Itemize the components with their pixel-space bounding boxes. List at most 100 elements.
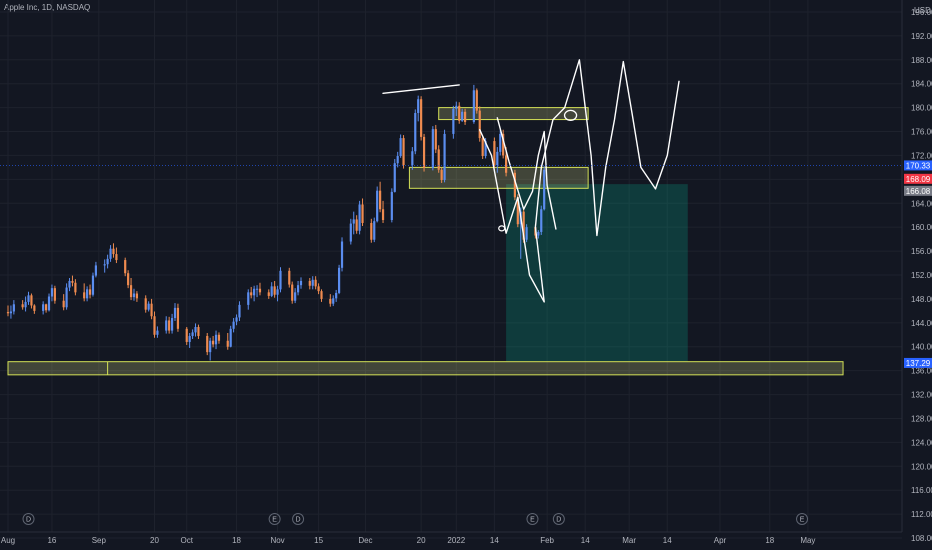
event-label: E [530,517,535,524]
candle-body [337,267,341,293]
candle-body [250,292,253,296]
candle-body [434,129,437,150]
candle-body [197,327,200,336]
position-box-layer [506,184,688,362]
candle-body [414,112,417,152]
event-marker[interactable] [526,513,539,525]
candle-body [502,133,505,156]
candle-body [12,304,15,312]
candle-body [109,248,112,259]
candle-body [170,318,174,331]
candles-layer [6,84,546,361]
event-marker[interactable] [552,513,565,525]
candle-body [124,260,127,274]
price-axis-background [902,0,932,550]
candle-body [150,303,153,317]
candle-body [461,111,464,121]
x-tick-label: 15 [314,536,323,545]
candle-body [156,330,159,335]
candle-body [71,280,74,283]
candle-body [47,296,51,311]
candle-body [91,275,95,295]
event-marker[interactable] [268,513,281,525]
candle-body [314,279,317,287]
y-tick-label: 124.00 [911,438,932,447]
candle-body [399,138,402,157]
price-tag-bg [904,173,932,184]
price-tag-label: 137.29 [906,359,931,368]
y-tick-label: 128.00 [911,414,932,423]
event-marker[interactable] [292,513,305,525]
candle-body [522,211,525,240]
candle-body [493,141,496,165]
candle-body [355,219,358,231]
candle-body [212,340,215,345]
grid [0,0,902,539]
candle-body [168,320,171,331]
x-tick-label: 18 [232,536,241,545]
x-tick-label: Sep [92,536,107,545]
currency-label: USD [914,6,931,15]
candle-body [53,288,56,301]
x-tick-label: 14 [490,536,499,545]
x-tick-label: Mar [622,536,636,545]
candle-body [440,169,443,180]
candle-body [115,254,118,261]
candle-body [235,317,238,322]
candle-body [270,286,273,296]
candle-body [381,209,385,220]
candle-body [373,221,376,240]
x-tick-label: 14 [663,536,672,545]
candle-body [253,288,256,296]
y-tick-label: 176.00 [911,128,932,137]
y-tick-label: 108.00 [911,534,932,543]
x-tick-label: 20 [150,536,159,545]
candle-body [393,163,396,192]
candle-body [484,141,487,157]
event-marker[interactable] [22,513,35,525]
zone-rect [438,107,589,121]
position-target-box [506,184,688,362]
candle-body [50,288,54,297]
candle-body [132,293,136,298]
time-axis[interactable]: Aug 16 Sep 20 Oct 18 Nov 15 Dec 20 2022 14 Feb 14 Mar 1… [0,531,902,545]
candle-body [74,282,77,293]
candle-body [420,99,423,137]
event-marker[interactable] [796,513,809,525]
x-tick-label: Apr [714,536,727,545]
x-tick-label: 20 [417,536,426,545]
candle-body [176,307,180,329]
candle-body [276,289,279,295]
candle-body [320,291,323,299]
candle-body [452,108,455,134]
candle-body [437,149,440,170]
candle-body [226,340,229,347]
candle-body [478,110,481,139]
candle-body [379,190,382,210]
candle-body [68,280,71,288]
y-tick-label: 188.00 [911,56,932,65]
candle-body [232,321,235,329]
candle-body [165,320,168,331]
candle-body [299,280,303,286]
x-tick-label: Dec [358,536,372,545]
candle-body [329,298,332,304]
zone-rect [408,166,589,189]
candle-body [417,99,420,113]
candle-body [402,138,405,165]
y-tick-label: 132.00 [911,391,932,400]
y-tick-label: 136.00 [911,367,932,376]
candle-body [496,151,499,165]
x-tick-label: 18 [765,536,774,545]
x-tick-label: Aug [1,536,15,545]
candle-body [458,105,461,121]
candle-body [44,304,48,311]
candle-body [422,136,426,168]
candle-body [291,284,294,301]
candle-body [431,129,434,168]
candle-body [65,287,68,308]
event-label: D [26,517,31,524]
event-label: E [272,517,277,524]
